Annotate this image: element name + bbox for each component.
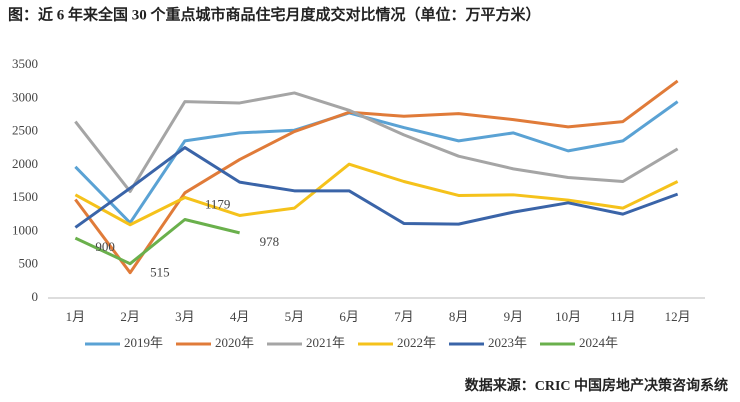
y-tick-label: 1500	[12, 189, 38, 204]
y-tick-label: 2500	[12, 123, 38, 138]
data-label: 978	[260, 234, 280, 249]
y-tick-label: 500	[19, 256, 39, 271]
source: 数据来源：CRIC 中国房地产决策咨询系统	[465, 377, 728, 394]
data-label: 515	[150, 265, 170, 280]
x-tick-label: 2月	[120, 309, 140, 324]
legend-label: 2023年	[488, 335, 527, 350]
series-line	[74, 162, 679, 227]
series-line	[74, 218, 240, 266]
y-tick-label: 3500	[12, 56, 38, 71]
x-tick-label: 3月	[175, 309, 195, 324]
chart-title: 图：近 6 年来全国 30 个重点城市商品住宅月度成交对比情况（单位：万平方米）	[8, 5, 541, 23]
data-label: 900	[95, 239, 115, 254]
y-tick-label: 0	[32, 289, 39, 304]
legend-label: 2020年	[215, 335, 254, 350]
x-tick-label: 10月	[555, 309, 581, 324]
x-tick-label: 6月	[339, 309, 359, 324]
legend-label: 2022年	[397, 335, 436, 350]
x-tick-label: 5月	[285, 309, 305, 324]
series-line	[74, 79, 679, 275]
legend-label: 2024年	[579, 335, 618, 350]
x-tick-label: 8月	[449, 309, 469, 324]
series-line	[74, 91, 679, 193]
x-tick-label: 12月	[665, 309, 691, 324]
data-label: 1179	[205, 196, 231, 211]
y-tick-label: 1000	[12, 222, 38, 237]
y-tick-label: 3000	[12, 89, 38, 104]
legend-label: 2019年	[124, 335, 163, 350]
series-line	[74, 146, 679, 229]
y-tick-label: 2000	[12, 156, 38, 171]
x-tick-label: 11月	[610, 309, 636, 324]
x-tick-label: 1月	[66, 309, 86, 324]
x-tick-label: 9月	[504, 309, 524, 324]
x-tick-label: 7月	[394, 309, 414, 324]
x-tick-label: 4月	[230, 309, 250, 324]
legend-label: 2021年	[306, 335, 345, 350]
